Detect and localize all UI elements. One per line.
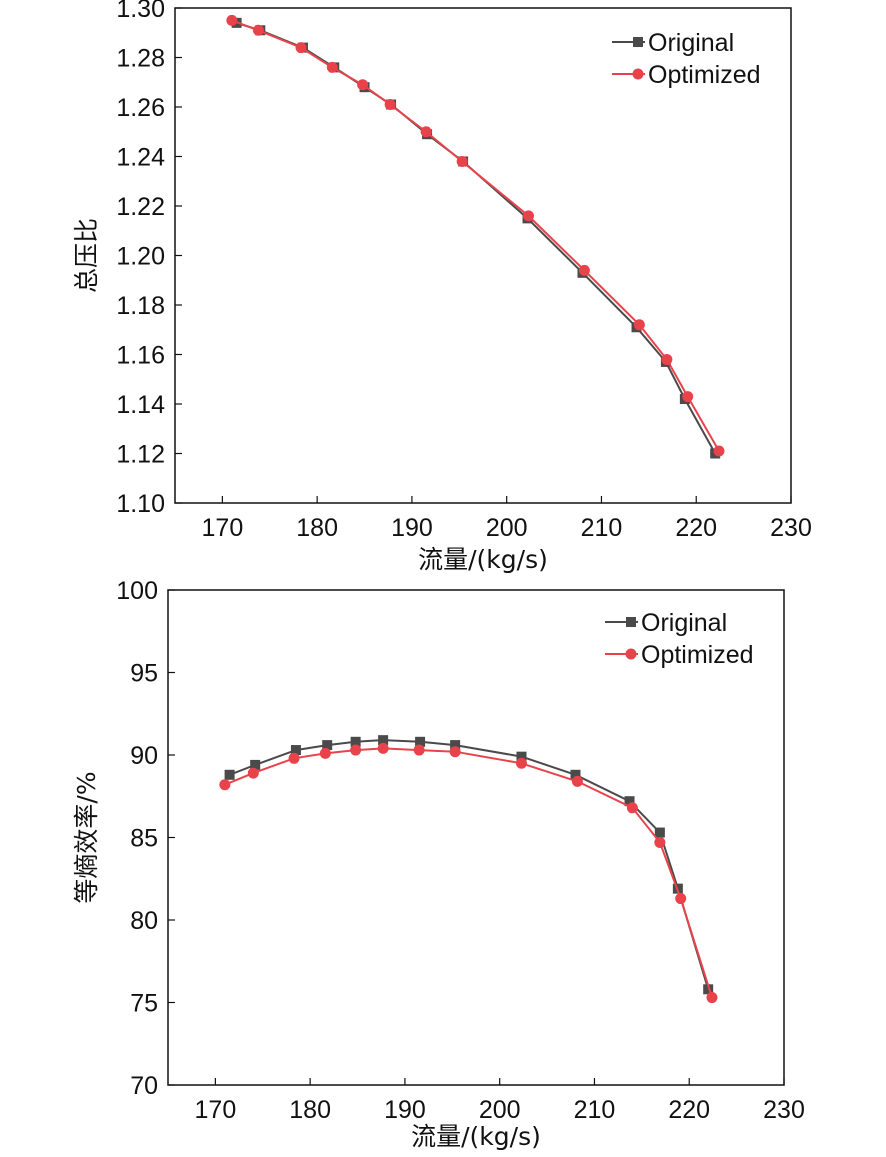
y-tick-label: 1.10 (116, 490, 165, 518)
data-point-optimized (675, 893, 687, 905)
y-tick-label: 1.24 (116, 144, 165, 172)
data-point-original (322, 740, 333, 751)
x-tick-label: 230 (763, 1096, 805, 1124)
y-tick-label: 90 (130, 742, 158, 770)
x-tick-label: 170 (195, 1096, 237, 1124)
data-point-optimized (633, 319, 645, 331)
y-tick-label: 80 (130, 907, 158, 935)
x-axis-title: 流量/(kg/s) (411, 1122, 541, 1151)
data-point-original (516, 751, 527, 762)
y-axis-title: 等熵效率/% (72, 771, 101, 903)
data-point-original (415, 736, 426, 747)
series-line-original (229, 739, 710, 990)
data-point-original (654, 827, 665, 838)
data-point-optimized (661, 353, 673, 365)
y-tick-label: 75 (130, 990, 158, 1018)
y-axis-title: 总压比 (72, 218, 101, 293)
x-tick-label: 170 (202, 514, 244, 542)
y-tick-label: 1.20 (116, 243, 165, 271)
y-tick-label: 95 (130, 660, 158, 688)
legend-label: Original (648, 29, 734, 57)
x-axis-title: 流量/(kg/s) (418, 545, 548, 574)
legend: Original Optimized (612, 29, 761, 89)
legend: Original Optimized (605, 609, 754, 669)
x-tick-label: 200 (479, 1096, 521, 1124)
x-tick-label: 190 (391, 514, 433, 542)
y-tick-label: 1.28 (116, 45, 165, 73)
data-point-optimized (350, 744, 362, 756)
data-point-optimized (626, 802, 638, 814)
data-point-optimized (682, 391, 694, 403)
x-tick-label: 210 (574, 1096, 616, 1124)
y-tick-label: 100 (116, 577, 158, 605)
data-point-original (350, 736, 361, 747)
y-tick-label: 1.18 (116, 292, 165, 320)
legend-label: Optimized (648, 61, 761, 89)
x-tick-label: 220 (675, 514, 717, 542)
data-point-optimized (219, 779, 231, 791)
data-point-optimized (377, 742, 389, 754)
data-point-optimized (295, 42, 307, 54)
data-point-optimized (522, 210, 534, 222)
legend-marker-circle (625, 648, 637, 660)
data-point-original (624, 796, 635, 807)
data-point-original (378, 735, 389, 746)
data-point-optimized (319, 747, 331, 759)
legend-marker-square (626, 617, 636, 627)
data-point-optimized (571, 775, 583, 787)
series-line-optimized (231, 19, 720, 452)
legend-marker-square (633, 37, 643, 47)
series-line-optimized (224, 747, 713, 998)
data-point-optimized (654, 836, 666, 848)
data-point-optimized (384, 99, 396, 111)
data-point-optimized (326, 61, 338, 73)
y-tick-label: 85 (130, 825, 158, 853)
data-point-optimized (449, 746, 461, 758)
y-tick-label: 1.30 (116, 0, 165, 23)
x-tick-label: 180 (296, 514, 338, 542)
legend-label: Optimized (641, 641, 754, 669)
chart-1: 170 180 190 200 210 220 230 1.10 1.12 1.14 1.16 1.1… (72, 0, 812, 574)
data-point-original (703, 984, 714, 995)
x-tick-label: 210 (581, 514, 623, 542)
data-point-optimized (706, 992, 718, 1004)
y-tick-label: 1.26 (116, 94, 165, 122)
data-point-optimized (515, 757, 527, 769)
x-tick-label: 220 (668, 1096, 710, 1124)
y-tick-label: 1.22 (116, 193, 165, 221)
data-point-optimized (713, 445, 725, 457)
legend-label: Original (641, 609, 727, 637)
data-point-original (290, 745, 301, 756)
data-point-optimized (288, 752, 300, 764)
y-tick-label: 1.14 (116, 391, 165, 419)
series-line-original (236, 21, 717, 454)
x-tick-label: 190 (384, 1096, 426, 1124)
data-point-optimized (413, 744, 425, 756)
data-point-optimized (420, 126, 432, 138)
data-point-optimized (357, 79, 369, 91)
x-tick-label: 200 (486, 514, 528, 542)
legend-marker-circle (632, 68, 644, 80)
y-tick-label: 1.16 (116, 342, 165, 370)
data-point-optimized (226, 14, 238, 26)
chart-2: 170 180 190 200 210 220 230 70 75 80 85 90 95 100 流量/(… (72, 577, 805, 1151)
data-point-original (250, 759, 261, 770)
data-point-optimized (252, 24, 264, 36)
x-tick-label: 230 (770, 514, 812, 542)
y-tick-label: 1.12 (116, 441, 165, 469)
data-point-original (224, 769, 235, 780)
data-point-original (570, 769, 581, 780)
y-tick-label: 70 (130, 1072, 158, 1100)
data-point-optimized (247, 767, 259, 779)
data-point-optimized (456, 155, 468, 167)
data-point-optimized (578, 264, 590, 276)
x-tick-label: 180 (289, 1096, 331, 1124)
data-point-original (450, 740, 461, 751)
